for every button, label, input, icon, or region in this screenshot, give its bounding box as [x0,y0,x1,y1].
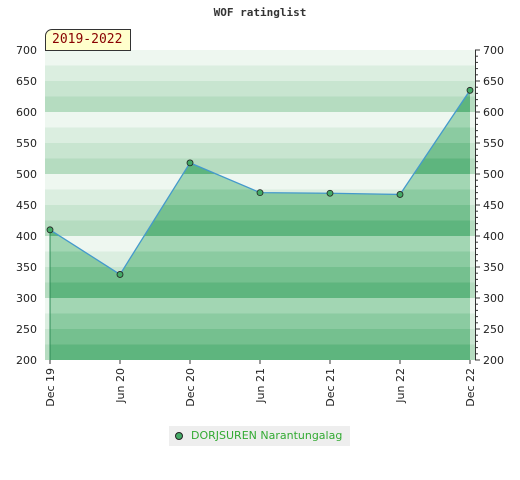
legend: DORJSUREN Narantungalag [169,426,351,446]
y-tick-label-right: 400 [483,230,504,243]
y-tick-label-left: 600 [16,106,37,119]
y-tick-label-left: 400 [16,230,37,243]
x-tick-label: Dec 21 [324,368,337,407]
y-tick-label-right: 500 [483,168,504,181]
x-tick-label: Jun 21 [254,368,267,404]
y-tick-label-left: 200 [16,354,37,367]
background-band [45,143,475,159]
y-tick-label-left: 300 [16,292,37,305]
area-band [50,313,470,329]
legend-marker [175,432,183,440]
x-tick-label: Jun 22 [394,368,407,404]
period-badge: 2019-2022 [45,29,132,51]
x-tick-label: Jun 20 [114,368,127,404]
data-point [116,271,124,278]
x-tick-label: Dec 20 [184,368,197,407]
data-point [396,191,404,198]
background-band [45,96,475,112]
data-point [186,159,194,167]
y-tick-label-right: 550 [483,137,504,150]
y-tick-label-left: 700 [16,44,37,57]
y-tick-label-right: 700 [483,44,504,57]
background-band [45,65,475,81]
y-tick-label-right: 350 [483,261,504,274]
background-band [45,50,475,66]
data-point [466,86,474,94]
y-tick-label-left: 650 [16,75,37,88]
background-band [45,81,475,97]
data-point [46,226,54,234]
y-tick-label-right: 650 [483,75,504,88]
y-tick-label-right: 300 [483,292,504,305]
area-band [50,344,470,360]
data-point [256,189,264,197]
y-tick-label-left: 450 [16,199,37,212]
area-band [50,329,470,345]
background-band [45,127,475,143]
background-band [45,158,475,174]
legend-label: DORJSUREN Narantungalag [191,429,343,442]
area-band [50,282,470,298]
area-band [50,267,470,283]
y-tick-label-left: 500 [16,168,37,181]
area-band [50,251,470,267]
background-band [45,174,475,190]
y-tick-label-right: 250 [483,323,504,336]
chart-title: WOF ratinglist [213,6,307,19]
background-band [45,112,475,128]
area-band [50,236,470,252]
y-tick-label-right: 450 [483,199,504,212]
x-tick-label: Dec 19 [44,368,57,407]
y-tick-label-left: 250 [16,323,37,336]
y-tick-label-left: 550 [16,137,37,150]
y-tick-label-right: 200 [483,354,504,367]
x-tick-label: Dec 22 [464,368,477,407]
data-point [326,189,334,197]
area-band [50,220,470,236]
area-band [50,298,470,314]
y-tick-label-right: 600 [483,106,504,119]
y-tick-label-left: 350 [16,261,37,274]
